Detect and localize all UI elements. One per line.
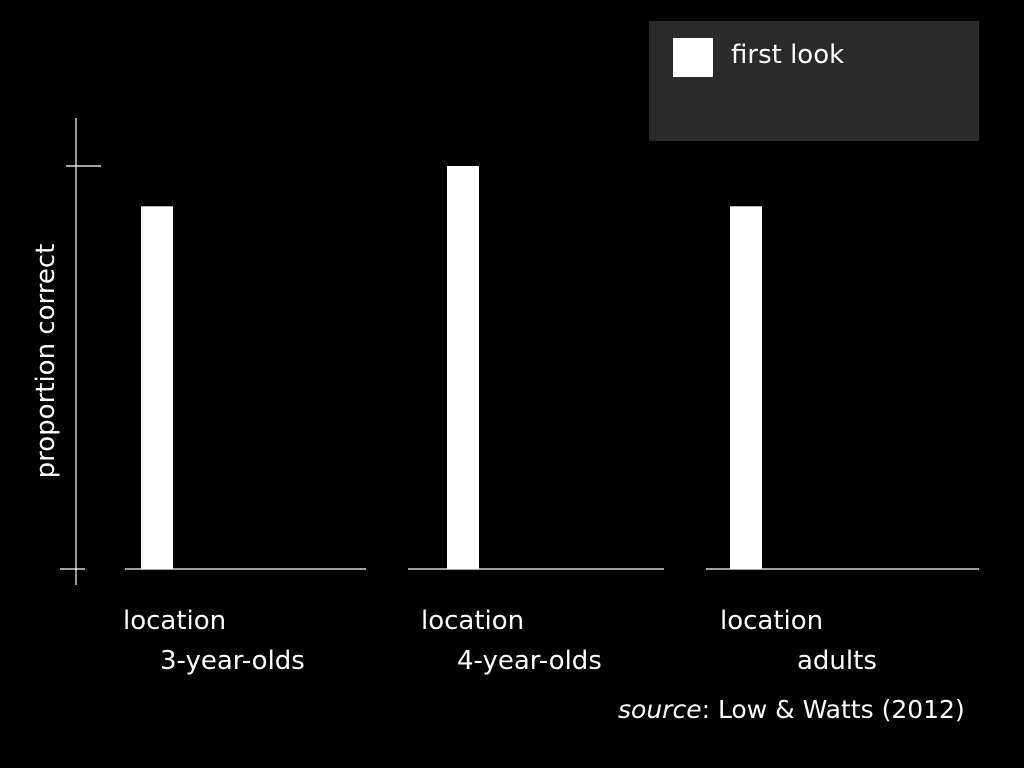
legend-label-first-look: first look [731, 40, 845, 70]
legend-swatch-first-look [673, 38, 713, 77]
category-label: location [421, 606, 525, 636]
group-label: 3-year-olds [160, 646, 305, 676]
bar-first-look [141, 206, 173, 570]
chart-bars [141, 166, 762, 570]
category-label: location [720, 606, 824, 636]
source-prefix: source [618, 695, 702, 724]
group-label: adults [797, 646, 877, 676]
category-label: location [123, 606, 227, 636]
source-text: : Low & Watts (2012) [701, 695, 965, 724]
source-citation: source: Low & Watts (2012) [618, 694, 965, 726]
bar-first-look [447, 166, 479, 569]
chart-axes [60, 118, 979, 585]
legend: first look [649, 21, 979, 141]
bar-first-look [730, 206, 762, 570]
y-axis-label: proportion correct [31, 243, 61, 479]
group-label: 4-year-olds [457, 646, 602, 676]
